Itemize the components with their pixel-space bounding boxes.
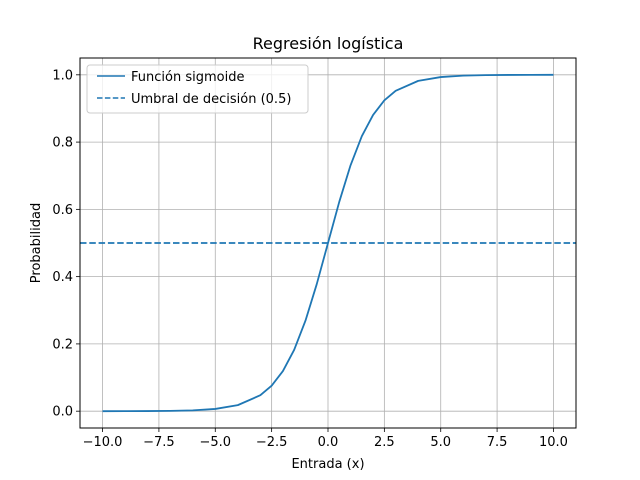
x-tick-label: 0.0 bbox=[318, 435, 339, 450]
x-tick-label: −7.5 bbox=[143, 435, 175, 450]
y-tick-label: 1.0 bbox=[52, 68, 73, 83]
y-axis-label: Probabilidad bbox=[29, 203, 44, 283]
x-tick-label: 2.5 bbox=[374, 435, 395, 450]
legend-label-sigmoid: Función sigmoide bbox=[131, 70, 244, 85]
data-layer bbox=[80, 73, 576, 413]
y-tick-label: 0.4 bbox=[52, 270, 73, 285]
x-tick-label: −5.0 bbox=[199, 435, 231, 450]
tick-layer: −10.0 −7.5 −5.0 −2.5 0.0 2.5 5.0 7.5 10.0 0.0 0.2 0… bbox=[52, 68, 568, 450]
y-tick-label: 0.8 bbox=[52, 136, 73, 151]
x-tick-label: 7.5 bbox=[487, 435, 508, 450]
chart-title: Regresión logística bbox=[253, 34, 404, 53]
legend-label-threshold: Umbral de decisión (0.5) bbox=[131, 92, 291, 107]
y-tick-label: 0.0 bbox=[52, 405, 73, 420]
x-tick-label: 10.0 bbox=[539, 435, 568, 450]
x-tick-label: −2.5 bbox=[256, 435, 288, 450]
y-tick-label: 0.6 bbox=[52, 203, 73, 218]
grid-layer bbox=[80, 58, 576, 428]
y-tick-label: 0.2 bbox=[52, 337, 73, 352]
legend-box bbox=[86, 64, 309, 114]
x-tick-label: 5.0 bbox=[430, 435, 451, 450]
x-tick-label: −10.0 bbox=[83, 435, 123, 450]
x-axis-label: Entrada (x) bbox=[291, 457, 364, 472]
legend: Función sigmoide Umbral de decisión (0.5… bbox=[86, 64, 309, 114]
